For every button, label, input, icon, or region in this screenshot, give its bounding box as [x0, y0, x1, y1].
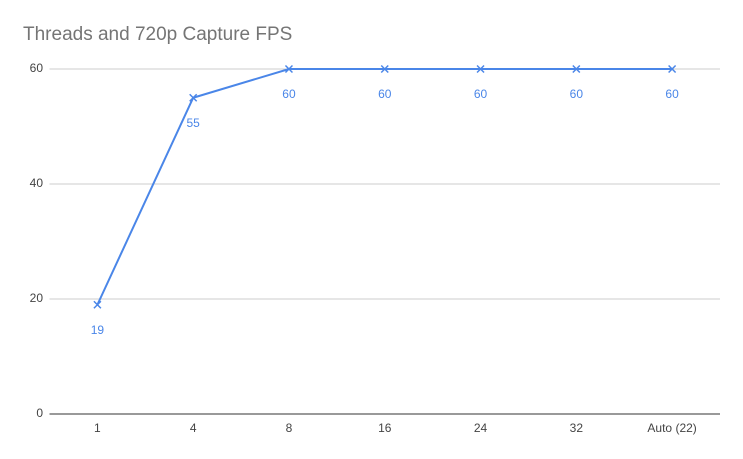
- x-tick-label: 4: [190, 421, 197, 435]
- y-tick-label: 20: [30, 291, 44, 305]
- x-tick-label: 8: [286, 421, 293, 435]
- data-label: 60: [665, 87, 679, 101]
- chart-title: Threads and 720p Capture FPS: [23, 24, 292, 45]
- point-marker: [380, 64, 389, 74]
- y-tick-label: 40: [30, 176, 44, 190]
- data-label: 60: [570, 87, 584, 101]
- data-label: 60: [282, 87, 296, 101]
- data-label: 55: [186, 116, 200, 130]
- data-label: 60: [474, 87, 488, 101]
- x-tick-label: 32: [570, 421, 584, 435]
- point-marker: [572, 64, 581, 74]
- point-marker: [93, 300, 102, 309]
- x-tick-label: 1: [94, 421, 101, 435]
- point-marker: [668, 64, 677, 74]
- point-marker: [284, 64, 293, 74]
- point-marker: [476, 64, 485, 74]
- y-tick-label: 0: [36, 406, 43, 420]
- data-label: 19: [91, 323, 105, 337]
- data-label: 60: [378, 87, 392, 101]
- x-tick-label: Auto (22): [647, 421, 696, 435]
- y-tick-label: 60: [30, 61, 44, 75]
- x-tick-label: 16: [378, 421, 392, 435]
- x-tick-label: 24: [474, 421, 488, 435]
- point-marker: [189, 93, 198, 102]
